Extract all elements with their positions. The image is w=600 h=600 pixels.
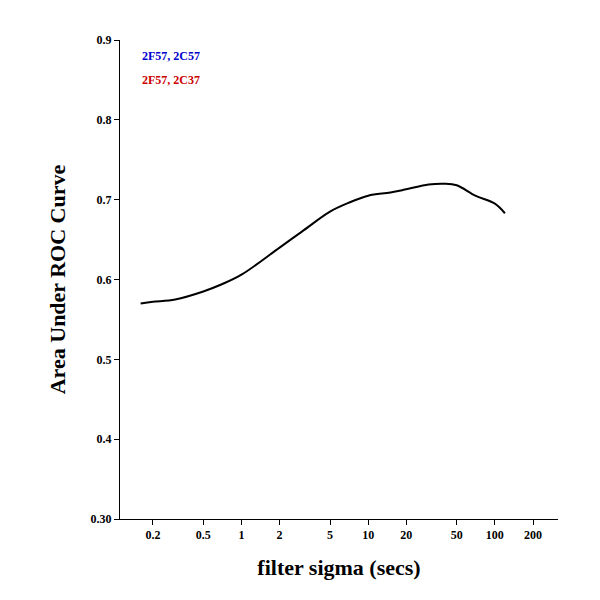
- svg-text:0.5: 0.5: [196, 528, 211, 542]
- svg-text:2F57, 2C57: 2F57, 2C57: [142, 49, 200, 63]
- svg-text:0.4: 0.4: [97, 432, 112, 446]
- svg-text:0.7: 0.7: [97, 193, 112, 207]
- svg-text:Area Under ROC Curve: Area Under ROC Curve: [45, 164, 70, 394]
- svg-text:100: 100: [486, 528, 504, 542]
- svg-text:0.5: 0.5: [97, 353, 112, 367]
- svg-text:0.9: 0.9: [97, 33, 112, 47]
- svg-text:0.30: 0.30: [91, 512, 112, 526]
- svg-text:2: 2: [277, 528, 283, 542]
- svg-text:0.8: 0.8: [97, 113, 112, 127]
- svg-text:1: 1: [238, 528, 244, 542]
- svg-text:50: 50: [451, 528, 463, 542]
- svg-text:2F57, 2C37: 2F57, 2C37: [142, 73, 200, 87]
- svg-text:5: 5: [327, 528, 333, 542]
- svg-text:filter sigma (secs): filter sigma (secs): [257, 555, 420, 580]
- svg-text:0.2: 0.2: [145, 528, 160, 542]
- svg-text:10: 10: [362, 528, 374, 542]
- svg-text:20: 20: [400, 528, 412, 542]
- svg-text:200: 200: [524, 528, 542, 542]
- svg-text:0.6: 0.6: [97, 273, 112, 287]
